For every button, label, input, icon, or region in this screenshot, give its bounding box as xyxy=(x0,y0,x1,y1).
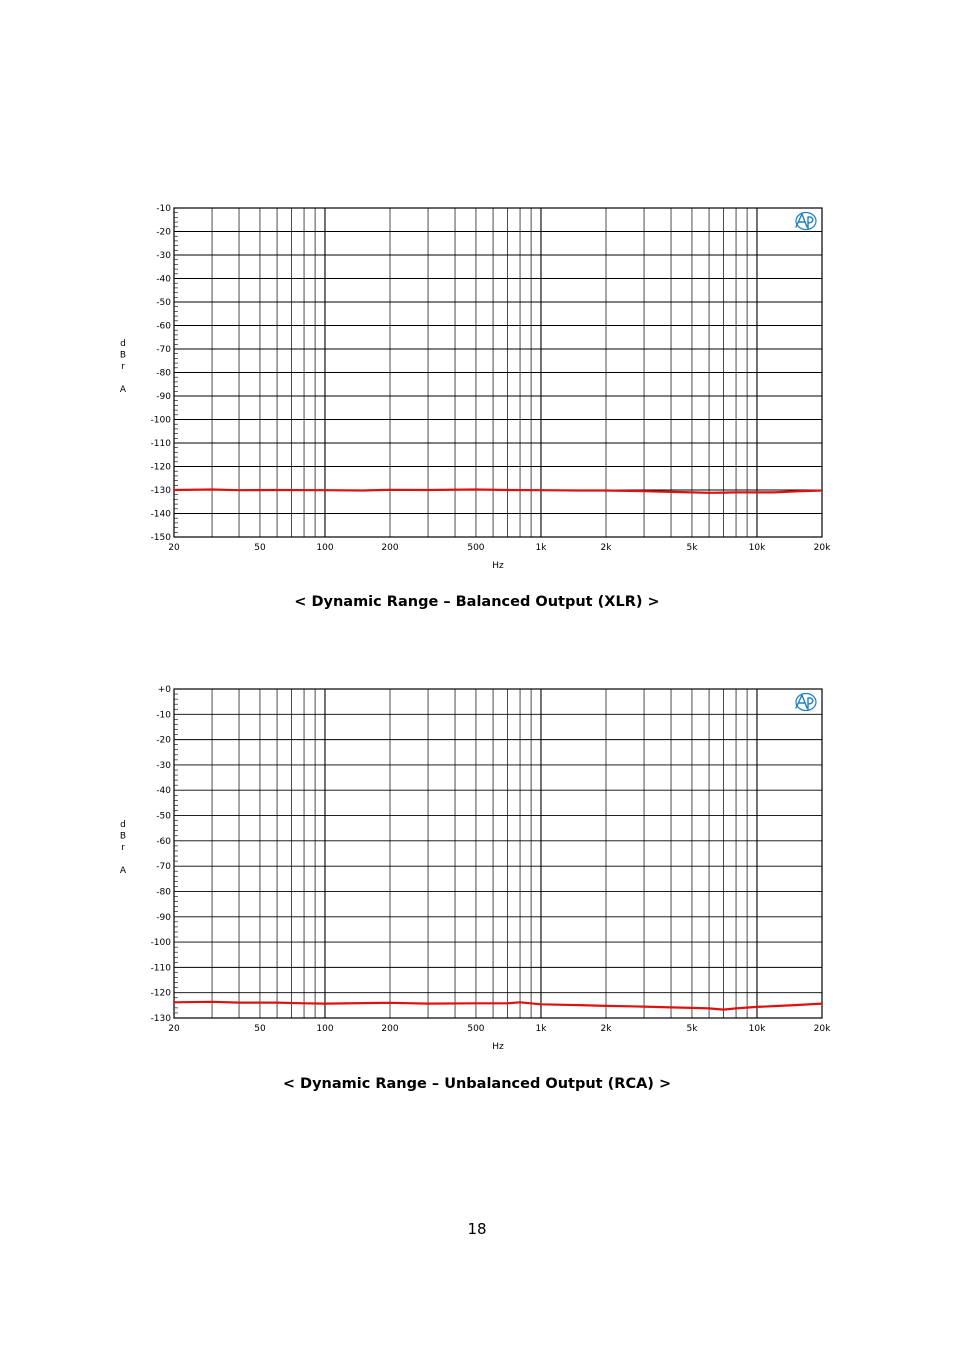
y-tick-label: -100 xyxy=(151,416,172,426)
y-tick-label: -90 xyxy=(156,392,171,402)
plot-frame xyxy=(173,207,823,538)
x-tick-label: 20k xyxy=(814,1024,831,1034)
y-tick-label: -10 xyxy=(156,710,171,720)
y-tick-label: -90 xyxy=(156,913,171,923)
x-tick-label: 10k xyxy=(749,1024,766,1034)
logo-letters xyxy=(795,693,814,711)
y-tick-label: -10 xyxy=(156,204,171,214)
y-tick-label: -70 xyxy=(156,862,171,872)
y-axis-label-letter: A xyxy=(120,385,127,395)
y-tick-label: -60 xyxy=(156,837,171,847)
x-tick-label: 200 xyxy=(381,543,398,553)
x-tick-label: 500 xyxy=(467,543,484,553)
x-tick-label: 10k xyxy=(749,543,766,553)
x-tick-label: 20k xyxy=(814,543,831,553)
ap-logo-icon xyxy=(795,211,817,231)
x-tick-label: 50 xyxy=(254,543,266,553)
y-tick-label: -60 xyxy=(156,322,171,332)
x-tick-label: 5k xyxy=(686,1024,698,1034)
balanced-output-plot: -10 -20 -30 -40 -50 -60 -70 -80 -90 -100 -110 -120 -… xyxy=(120,204,831,571)
y-axis-label-letter: r xyxy=(121,362,125,372)
y-axis-label-letter: r xyxy=(121,843,125,853)
ap-logo-icon xyxy=(795,692,817,712)
y-tick-label: -120 xyxy=(151,989,172,999)
balanced-output-caption: < Dynamic Range – Balanced Output (XLR) … xyxy=(294,594,660,610)
unbalanced-output-plot: +0 -10 -20 -30 -40 -50 -60 -70 -80 -90 -100 -110 -12… xyxy=(120,685,831,1052)
y-axis-label-letter: A xyxy=(120,866,127,876)
x-tick-label: 1k xyxy=(536,543,548,553)
x-tick-label: 200 xyxy=(381,1024,398,1034)
x-tick-label: 2k xyxy=(601,1024,613,1034)
y-tick-label: -20 xyxy=(156,736,171,746)
y-tick-label: -40 xyxy=(156,786,171,796)
y-tick-label: -110 xyxy=(151,439,172,449)
x-tick-label: 2k xyxy=(601,543,613,553)
y-tick-label: -100 xyxy=(151,938,172,948)
plot-grid xyxy=(174,688,822,1019)
y-tick-label: -150 xyxy=(151,533,172,543)
balanced-output-chart: -10 -20 -30 -40 -50 -60 -70 -80 -90 -100 -110 -120 -… xyxy=(0,195,954,575)
y-tick-label: -30 xyxy=(156,251,171,261)
x-tick-label: 100 xyxy=(316,543,333,553)
y-tick-label: -140 xyxy=(151,510,172,520)
y-tick-label: -110 xyxy=(151,963,172,973)
y-tick-label: -130 xyxy=(151,1014,172,1024)
y-tick-label: -80 xyxy=(156,369,171,379)
x-tick-label: 20 xyxy=(168,543,180,553)
logo-ring xyxy=(795,211,817,231)
y-tick-label: -20 xyxy=(156,228,171,238)
logo-ring xyxy=(795,692,817,712)
y-tick-label: -80 xyxy=(156,887,171,897)
x-axis-label: Hz xyxy=(492,561,504,571)
y-tick-label: -50 xyxy=(156,298,171,308)
y-tick-label: -120 xyxy=(151,463,172,473)
y-tick-label: -50 xyxy=(156,812,171,822)
y-tick-label: -30 xyxy=(156,761,171,771)
page-number: 18 xyxy=(467,1220,487,1238)
unbalanced-output-chart: +0 -10 -20 -30 -40 -50 -60 -70 -80 -90 -100 -110 -12… xyxy=(0,676,954,1056)
y-tick-label: -70 xyxy=(156,345,171,355)
unbalanced-output-caption: < Dynamic Range – Unbalanced Output (RCA… xyxy=(282,1076,672,1092)
plot-grid xyxy=(174,207,822,538)
series-line xyxy=(173,1000,823,1011)
y-axis-label-letter: B xyxy=(120,351,126,361)
x-tick-label: 20 xyxy=(168,1024,180,1034)
x-tick-label: 50 xyxy=(254,1024,266,1034)
series-line xyxy=(173,488,823,494)
x-axis-label: Hz xyxy=(492,1042,504,1052)
x-tick-label: 1k xyxy=(536,1024,548,1034)
y-tick-label: -40 xyxy=(156,275,171,285)
logo-letters xyxy=(795,212,814,230)
plot-frame xyxy=(173,688,823,1019)
y-axis-label-letter: B xyxy=(120,832,126,842)
y-tick-label: -130 xyxy=(151,486,172,496)
x-tick-label: 100 xyxy=(316,1024,333,1034)
y-axis-label-letter: d xyxy=(120,820,126,830)
x-tick-label: 5k xyxy=(686,543,698,553)
y-axis-label-letter: d xyxy=(120,339,126,349)
x-tick-label: 500 xyxy=(467,1024,484,1034)
y-tick-label: +0 xyxy=(158,685,172,695)
